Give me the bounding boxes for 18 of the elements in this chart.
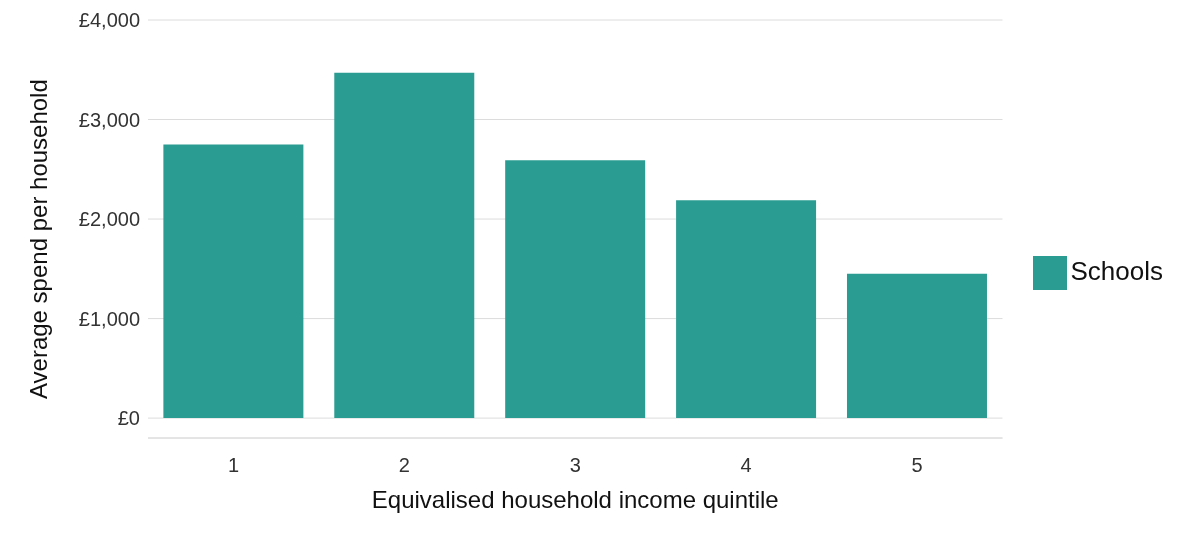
bar: [163, 144, 304, 419]
bar: [505, 160, 646, 419]
y-tick-label: £4,000: [78, 9, 140, 32]
x-tick-label: 5: [911, 454, 923, 477]
legend-label: Schools: [1070, 255, 1163, 286]
y-tick-label: £3,000: [78, 108, 140, 131]
bar: [846, 273, 987, 419]
y-tick-label: £2,000: [78, 208, 140, 231]
x-axis-title: Equivalised household income quintile: [371, 486, 779, 513]
x-tick-label: 3: [569, 454, 581, 477]
y-axis-title: Average spend per household: [24, 79, 52, 399]
x-tick-label: 4: [740, 454, 752, 477]
y-tick-label: £1,000: [78, 307, 140, 330]
x-tick-label: 2: [398, 454, 410, 477]
x-tick-label: 1: [227, 454, 240, 477]
bar: [676, 200, 817, 419]
bar: [334, 72, 475, 419]
y-tick-label: £0: [117, 407, 140, 430]
